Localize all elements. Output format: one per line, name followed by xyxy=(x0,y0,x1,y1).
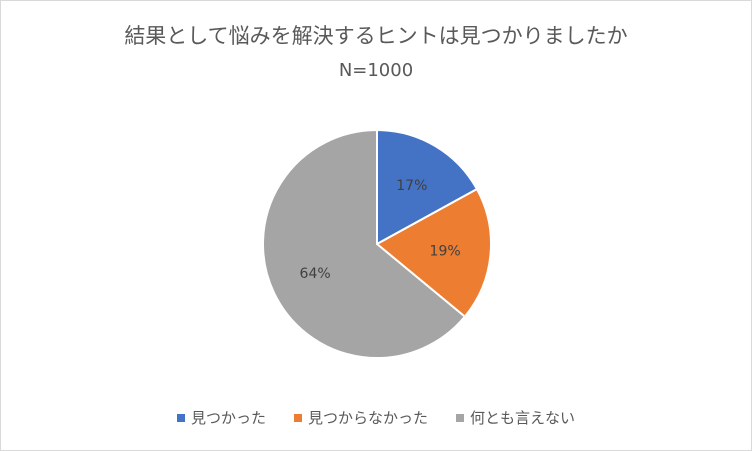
pie-slice xyxy=(376,128,479,246)
legend-label: 見つかった xyxy=(190,409,266,427)
pie-slice xyxy=(375,187,492,319)
legend: 見つかった 見つからなかった 何とも言えない xyxy=(1,407,751,428)
chart-title: 結果として悩みを解決するヒントは見つかりましたか xyxy=(124,24,628,48)
legend-swatch xyxy=(176,413,185,422)
pie-slice xyxy=(262,128,467,359)
legend-entry: 見つからなかった xyxy=(293,407,428,428)
legend-entry: 何とも言えない xyxy=(456,407,575,428)
data-label: 19% xyxy=(430,243,461,259)
legend-label: 見つからなかった xyxy=(307,409,428,427)
data-label: 64% xyxy=(300,266,331,282)
data-label: 17% xyxy=(396,178,427,194)
chart-subtitle: N=1000 xyxy=(338,60,414,81)
legend-label: 何とも言えない xyxy=(470,409,576,427)
legend-swatch xyxy=(456,413,464,422)
legend-swatch xyxy=(293,413,302,422)
legend-entry: 見つかった xyxy=(176,407,266,428)
